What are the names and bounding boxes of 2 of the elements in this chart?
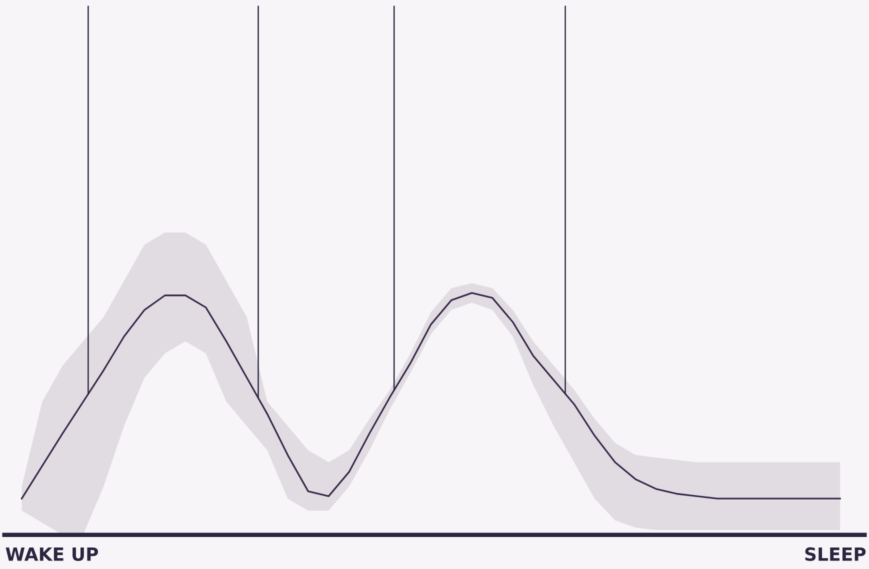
text: WAKE UP: [6, 548, 98, 561]
text: SLEEP: [805, 547, 866, 561]
